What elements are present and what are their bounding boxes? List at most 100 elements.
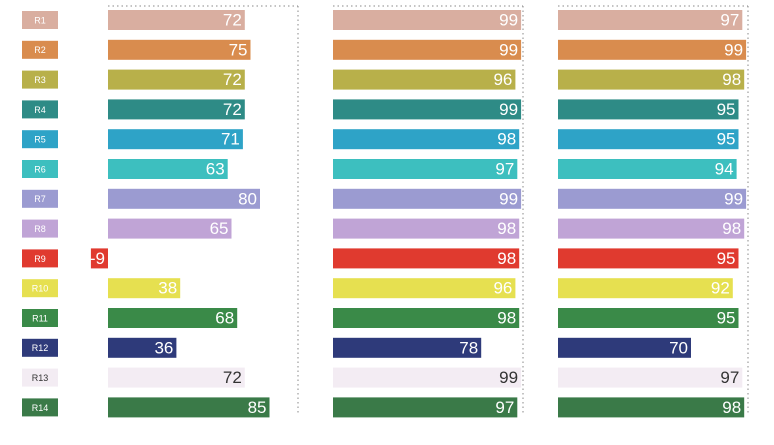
category-label: R8 (34, 224, 46, 234)
value-label: 99 (724, 40, 743, 59)
bar (333, 69, 516, 90)
category-label: R14 (32, 403, 49, 413)
value-label: 96 (493, 279, 512, 298)
category-label: R7 (34, 194, 46, 204)
bar (333, 10, 522, 30)
value-label: 72 (223, 70, 242, 89)
bar (333, 99, 522, 120)
bar (333, 367, 522, 388)
bar (558, 308, 739, 328)
bar (558, 278, 733, 299)
bar (558, 218, 745, 239)
value-label: 95 (717, 100, 736, 119)
category-box (22, 160, 58, 178)
bar (90, 248, 108, 269)
value-label: 98 (722, 70, 741, 89)
value-label: 97 (720, 368, 739, 387)
value-label: 71 (221, 130, 240, 149)
bar (558, 99, 739, 120)
value-label: 80 (238, 189, 257, 208)
bar (558, 397, 745, 418)
value-label: 92 (711, 279, 730, 298)
value-label: 98 (497, 219, 516, 238)
bar (333, 337, 482, 358)
bar (108, 308, 238, 328)
value-label: 99 (499, 189, 518, 208)
bar (558, 39, 747, 60)
value-label: 95 (717, 130, 736, 149)
bar (558, 159, 737, 179)
bar (108, 69, 245, 90)
bar (108, 129, 243, 150)
category-label: R9 (34, 254, 46, 264)
bar (333, 39, 522, 60)
value-label: 99 (499, 40, 518, 59)
value-label: 98 (722, 219, 741, 238)
category-box (22, 130, 58, 149)
category-box (22, 100, 58, 119)
value-label: 98 (497, 308, 516, 327)
bar (333, 278, 516, 299)
category-label: R13 (32, 373, 49, 383)
category-box (22, 249, 58, 268)
value-label: 95 (717, 308, 736, 327)
bar (558, 337, 691, 358)
bar (108, 159, 228, 179)
bar (333, 129, 520, 150)
value-label: 96 (493, 70, 512, 89)
category-label: R10 (32, 284, 49, 294)
bar (333, 248, 520, 269)
value-label: 98 (722, 398, 741, 417)
category-box (22, 398, 58, 417)
category-label: R6 (34, 164, 46, 174)
category-label: R1 (34, 15, 46, 25)
bar (333, 218, 520, 239)
value-label: 72 (223, 368, 242, 387)
category-box (22, 189, 58, 208)
bar (108, 337, 177, 358)
bar (108, 278, 181, 299)
value-label: 72 (223, 10, 242, 29)
value-label: 95 (717, 249, 736, 268)
value-label: 85 (248, 398, 267, 417)
category-box (22, 40, 58, 59)
value-label: 72 (223, 100, 242, 119)
value-label: 97 (720, 10, 739, 29)
value-label: 68 (215, 308, 234, 327)
category-box (22, 279, 58, 298)
bar (108, 218, 232, 239)
bar (333, 308, 520, 328)
value-label: 75 (229, 40, 248, 59)
bar (558, 367, 743, 388)
category-box (22, 338, 58, 357)
value-label: 36 (154, 338, 173, 357)
value-label: 94 (715, 159, 734, 178)
bar (108, 367, 245, 388)
bar (108, 99, 245, 120)
value-label: 70 (669, 338, 688, 357)
value-label: 63 (206, 159, 225, 178)
value-label: -9 (90, 249, 105, 268)
category-box (22, 70, 58, 89)
category-box (22, 219, 58, 238)
bar (333, 188, 522, 209)
value-label: 98 (497, 249, 516, 268)
category-label: R3 (34, 75, 46, 85)
bar (108, 10, 245, 30)
bar (333, 159, 518, 179)
value-label: 99 (724, 189, 743, 208)
category-box (22, 309, 58, 327)
value-label: 99 (499, 368, 518, 387)
bar (333, 397, 518, 418)
category-label: R2 (34, 45, 46, 55)
value-label: 97 (495, 398, 514, 417)
bar (108, 39, 251, 60)
bar (558, 248, 739, 269)
category-label: R12 (32, 343, 49, 353)
bar (558, 188, 747, 209)
value-label: 99 (499, 10, 518, 29)
value-label: 97 (495, 159, 514, 178)
category-label: R11 (32, 313, 48, 323)
category-label: R4 (34, 105, 46, 115)
bar (108, 188, 260, 209)
